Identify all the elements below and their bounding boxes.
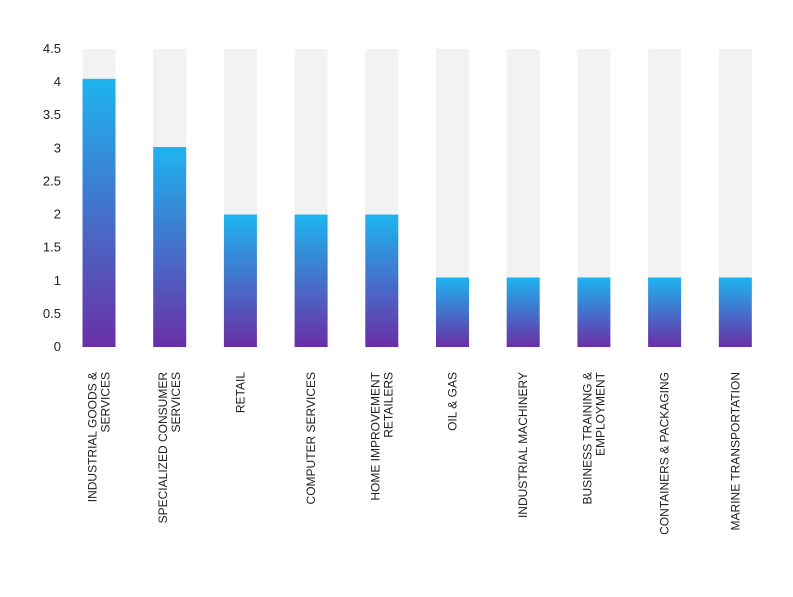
bar <box>718 277 752 347</box>
x-tick-label: SPECIALIZED CONSUMER <box>156 372 170 524</box>
x-tick-label: INDUSTRIAL GOODS & <box>86 372 100 502</box>
y-tick-label: 0.5 <box>43 306 61 321</box>
x-tick-label: SERVICES <box>169 372 183 432</box>
x-category-label: INDUSTRIAL GOODS & SERVICES <box>86 372 113 502</box>
x-category-label: RETAIL <box>233 372 247 413</box>
y-tick-label: 1 <box>54 273 61 288</box>
y-axis: 0 0.5 1 1.5 2 2.5 3 3.5 4 4.5 <box>43 41 61 354</box>
x-tick-label: COMPUTER SERVICES <box>304 372 318 504</box>
y-tick-label: 3.5 <box>43 107 61 122</box>
bar <box>365 214 399 347</box>
bar <box>648 277 682 347</box>
x-tick-label: RETAIL <box>233 372 247 413</box>
x-category-label: OIL & GAS <box>446 372 460 431</box>
x-category-label: HOME IMPROVEMENT RETAILERS <box>368 371 395 500</box>
bars <box>82 78 752 348</box>
bar <box>577 277 611 347</box>
x-tick-label: SERVICES <box>99 372 113 432</box>
y-tick-label: 4.5 <box>43 41 61 56</box>
x-tick-label: EMPLOYMENT <box>593 371 607 456</box>
x-tick-label: INDUSTRIAL MACHINERY <box>516 372 530 518</box>
x-axis-labels: INDUSTRIAL GOODS & SERVICES SPECIALIZED CO… <box>86 371 743 535</box>
x-category-label: BUSINESS TRAINING & EMPLOYMENT <box>580 371 607 504</box>
bar <box>223 214 257 347</box>
bar <box>436 277 469 347</box>
x-tick-label: RETAILERS <box>381 372 395 438</box>
x-category-label: CONTAINERS & PACKAGING <box>658 372 672 535</box>
x-category-label: COMPUTER SERVICES <box>304 372 318 504</box>
y-tick-label: 1.5 <box>43 240 61 255</box>
x-tick-label: BUSINESS TRAINING & <box>580 372 594 504</box>
y-tick-label: 4 <box>54 74 61 89</box>
bar <box>506 277 540 347</box>
x-category-label: MARINE TRANSPORTATION <box>728 372 742 530</box>
bar <box>82 78 116 348</box>
x-category-label: INDUSTRIAL MACHINERY <box>516 372 530 518</box>
y-tick-label: 2 <box>54 207 61 222</box>
y-tick-label: 2.5 <box>43 173 61 188</box>
bar <box>153 147 187 347</box>
y-tick-label: 0 <box>54 339 61 354</box>
x-tick-label: OIL & GAS <box>446 372 460 431</box>
y-tick-label: 3 <box>54 140 61 155</box>
bar <box>294 214 328 347</box>
x-tick-label: MARINE TRANSPORTATION <box>728 372 742 530</box>
x-category-label: SPECIALIZED CONSUMER SERVICES <box>156 372 183 524</box>
x-tick-label: HOME IMPROVEMENT <box>368 371 382 500</box>
x-tick-label: CONTAINERS & PACKAGING <box>658 372 672 535</box>
